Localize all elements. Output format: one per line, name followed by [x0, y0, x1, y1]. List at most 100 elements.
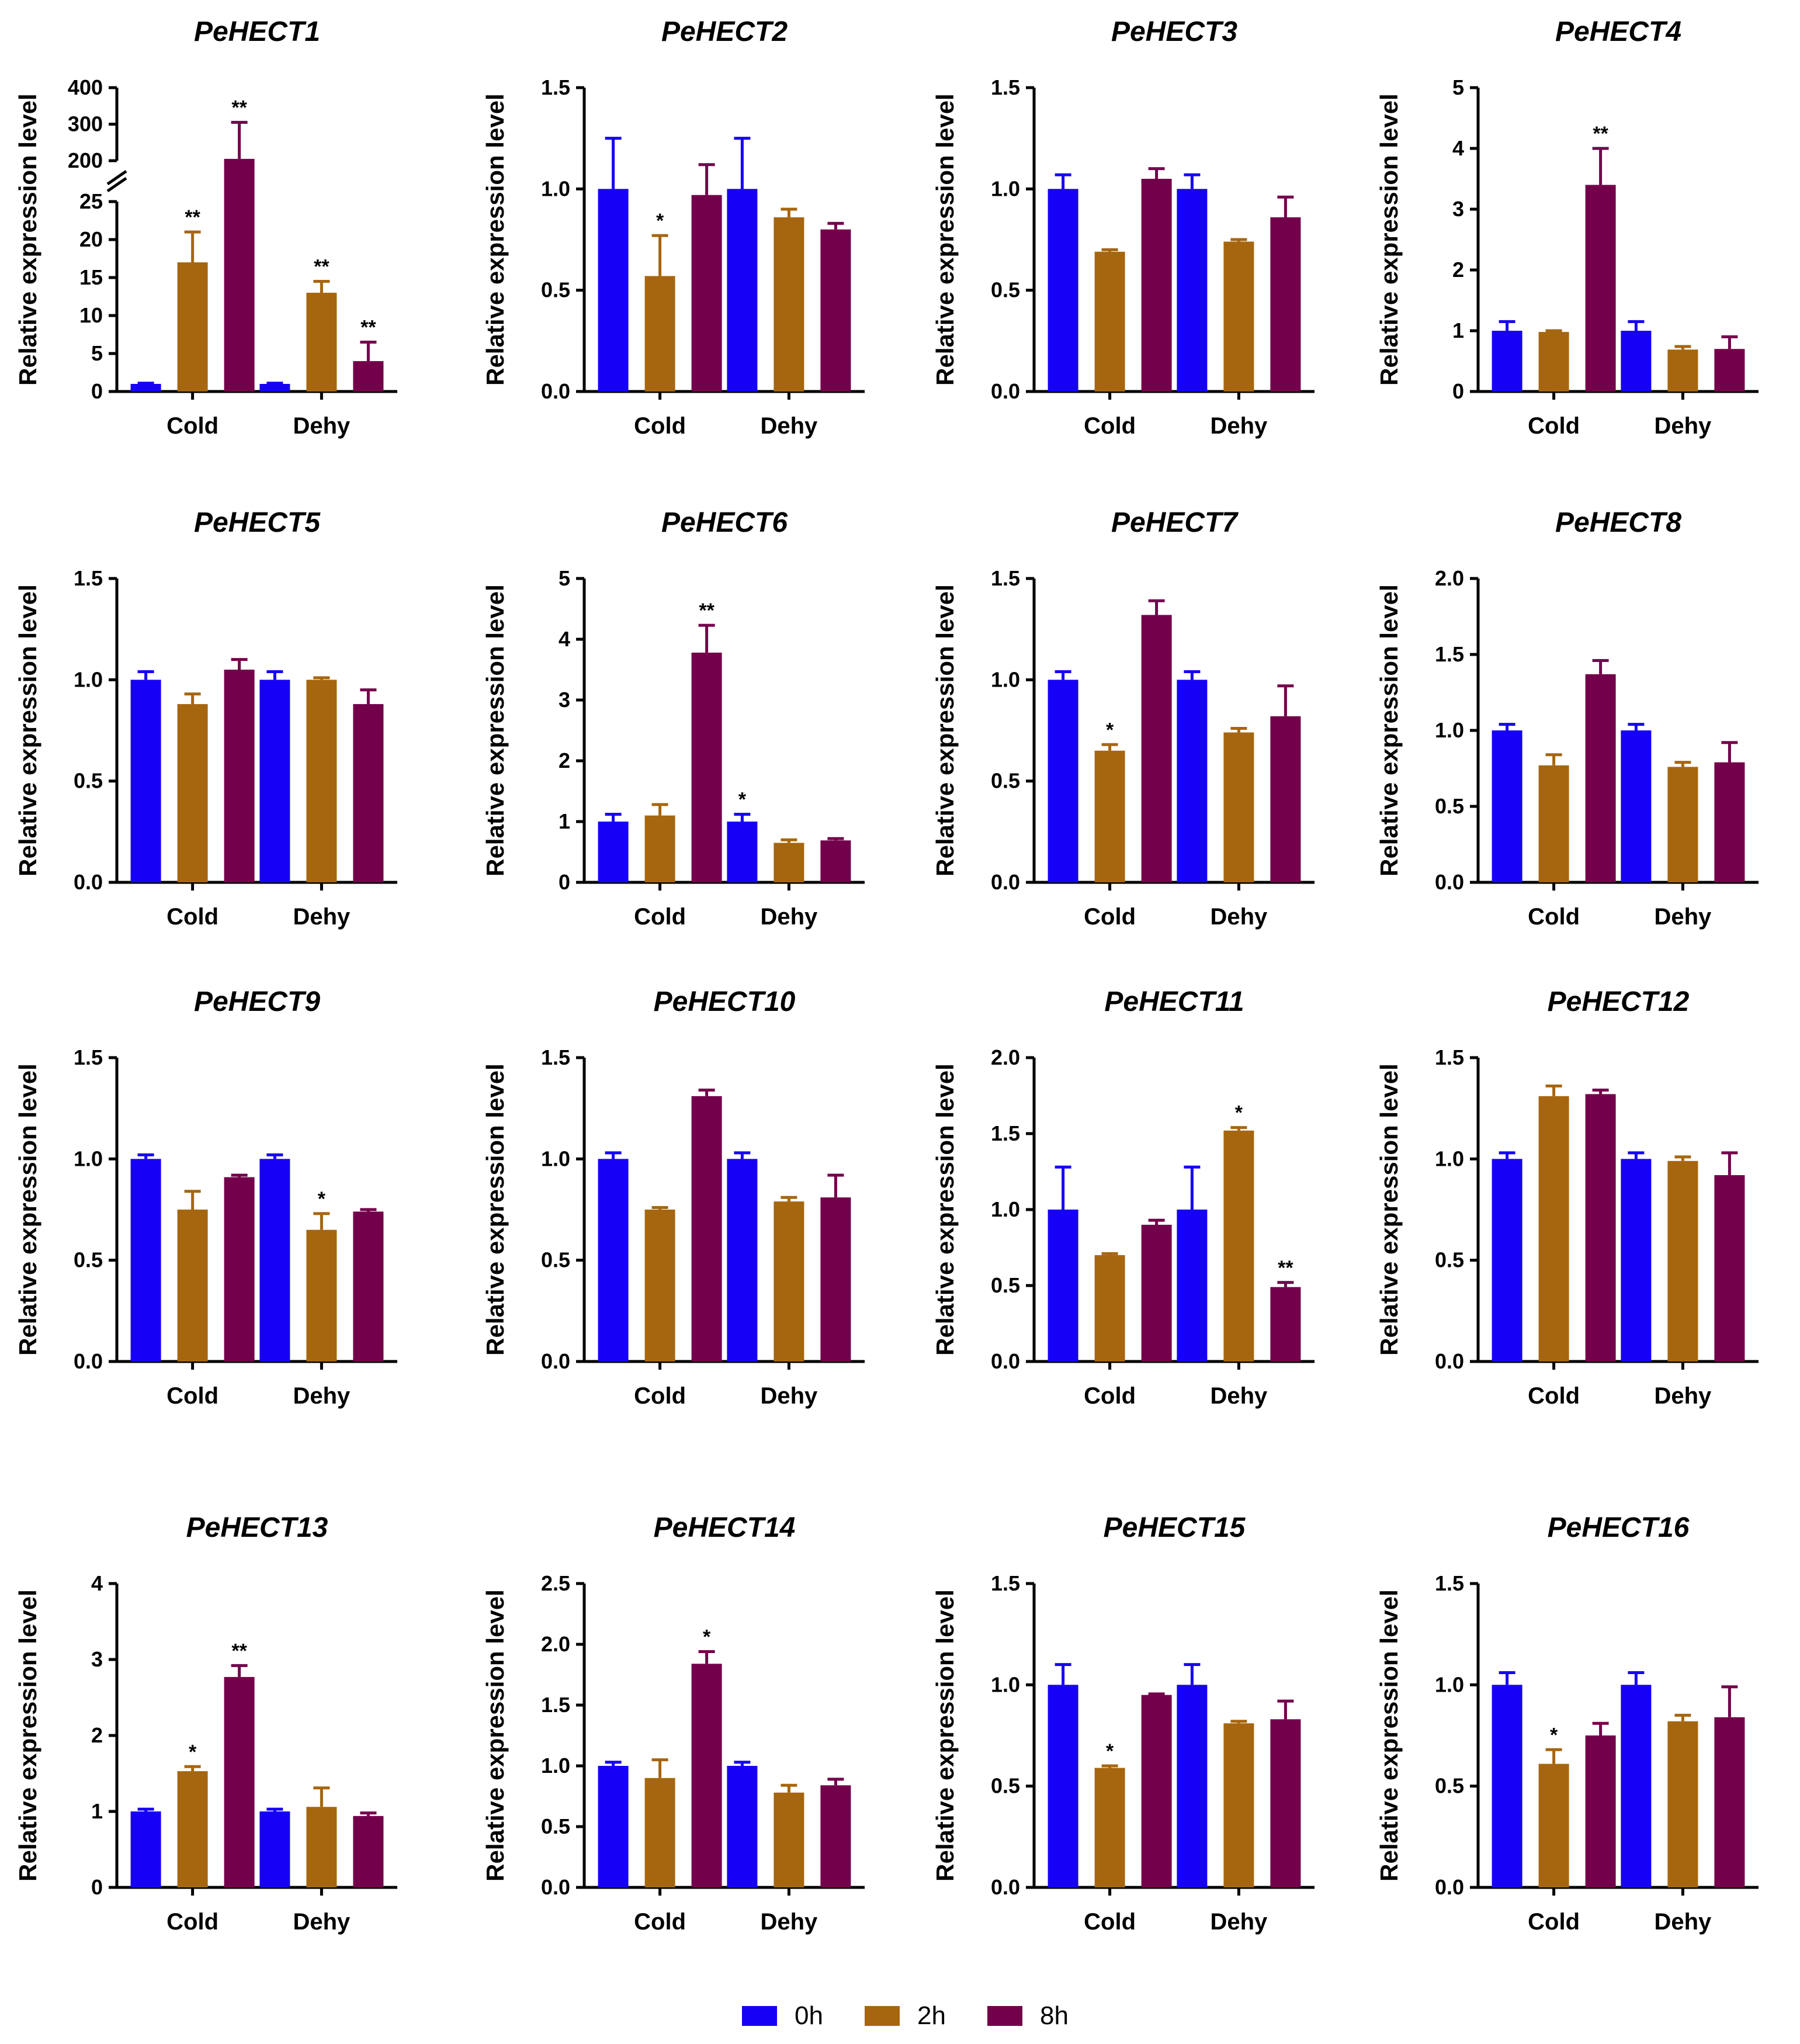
chart-title: PeHECT1 [194, 16, 320, 47]
x-tick-label-dehy: Dehy [760, 413, 818, 439]
bar-dehy-2h [306, 1229, 337, 1361]
x-tick-label-cold: Cold [1084, 1909, 1136, 1935]
x-tick-label-dehy: Dehy [1654, 413, 1712, 439]
y-tick-label: 1.0 [1435, 1146, 1464, 1170]
legend-label-0h: 0h [795, 2001, 823, 2030]
significance-mark: * [1106, 719, 1114, 741]
bar-cold-8h [224, 1676, 255, 1887]
bar-cold-0h [1492, 730, 1522, 882]
y-tick-label: 5 [1452, 75, 1464, 99]
chart-panel-pehect15: PeHECT15 Relative expression level 0.0 0.5 1… [917, 1496, 1350, 1963]
y-axis-title: Relative expression level [1375, 584, 1403, 877]
y-tick-label: 5 [559, 566, 570, 590]
x-tick-label-dehy: Dehy [293, 904, 351, 930]
bar-dehy-0h [1621, 730, 1652, 882]
y-tick-label: 2 [1452, 258, 1464, 282]
chart-panel-pehect7: PeHECT7 Relative expression level 0.0 0.5 1.… [917, 491, 1350, 958]
y-tick-label: 5 [91, 341, 103, 365]
chart-panel-pehect11: PeHECT11 Relative expression level 0.0 0.5 1… [917, 970, 1350, 1437]
bar-cold-8h [691, 652, 722, 882]
y-tick-label: 1.0 [1435, 718, 1464, 742]
x-tick-label-dehy: Dehy [1210, 413, 1268, 439]
y-axis-title: Relative expression level [481, 1063, 509, 1356]
chart-svg: PeHECT2 Relative expression level 0.0 0.5 1.… [481, 16, 865, 439]
chart-svg: PeHECT8 Relative expression level 0.0 0.5 1.… [1375, 507, 1759, 930]
y-tick-label: 3 [559, 688, 570, 712]
bar-cold-2h [1538, 765, 1569, 882]
bar-cold-0h [1492, 1685, 1522, 1887]
y-tick-label: 1.5 [74, 1045, 103, 1069]
y-axis-title: Relative expression level [1375, 1589, 1403, 1882]
bar-cold-2h [1094, 1255, 1125, 1361]
bar-dehy-0h [259, 1159, 290, 1361]
chart-svg: PeHECT9 Relative expression level 0.0 0.5 1.… [14, 986, 397, 1409]
x-tick-label-cold: Cold [167, 1383, 219, 1409]
y-axis-title: Relative expression level [1375, 1063, 1403, 1356]
bar-dehy-2h [306, 680, 337, 882]
bar-cold-8h [1141, 1225, 1172, 1361]
significance-mark: ** [1593, 123, 1608, 145]
bar-dehy-2h [774, 1792, 804, 1887]
y-tick-label: 1.5 [541, 1045, 570, 1069]
y-tick-label: 15 [79, 265, 103, 289]
bar-dehy-0h [259, 680, 290, 882]
y-tick-label: 0.0 [991, 379, 1020, 403]
legend-item-2h: 2h [865, 1998, 946, 2033]
x-tick-label-cold: Cold [1528, 904, 1580, 930]
bar-dehy-2h [774, 217, 804, 392]
axis-break-mark [106, 176, 127, 193]
bar-dehy-2h [1667, 1721, 1698, 1887]
significance-mark: ** [360, 317, 376, 339]
y-tick-label: 0.5 [1435, 1774, 1464, 1798]
x-tick-label-dehy: Dehy [293, 1383, 351, 1409]
y-tick-label: 1 [559, 809, 570, 833]
y-axis-title: Relative expression level [14, 1589, 41, 1882]
chart-title: PeHECT9 [194, 986, 320, 1017]
chart-svg: PeHECT16 Relative expression level 0.0 0.5 1… [1375, 1512, 1759, 1935]
x-tick-label-cold: Cold [167, 1909, 219, 1935]
bar-dehy-2h [306, 1807, 337, 1887]
bar-dehy-0h [727, 1159, 758, 1361]
chart-title: PeHECT15 [1104, 1512, 1246, 1543]
chart-title: PeHECT13 [186, 1512, 328, 1543]
bar-dehy-2h [1223, 1130, 1254, 1361]
bar-cold-8h [1585, 185, 1616, 392]
bar-dehy-8h [353, 704, 384, 882]
bar-dehy-8h [1714, 1175, 1745, 1361]
y-tick-label: 2.0 [1435, 566, 1464, 590]
chart-svg: PeHECT12 Relative expression level 0.0 0.5 1… [1375, 986, 1759, 1409]
y-axis-title: Relative expression level [14, 1063, 41, 1356]
bar-cold-0h [130, 384, 161, 392]
bar-cold-0h [1492, 331, 1522, 392]
y-axis-title: Relative expression level [481, 584, 509, 877]
y-tick-label: 0.0 [74, 870, 103, 894]
chart-svg: PeHECT13 Relative expression level 0 1 2 3 4 Co… [14, 1512, 397, 1935]
bar-dehy-2h [306, 293, 337, 392]
y-tick-label: 1 [1452, 318, 1464, 342]
bar-dehy-8h [1270, 217, 1301, 392]
significance-mark: ** [231, 96, 247, 119]
y-tick-label: 0.0 [1435, 870, 1464, 894]
y-tick-label: 200 [68, 148, 103, 172]
bar-cold-0h [598, 1159, 629, 1361]
legend: 0h 2h 8h [742, 1998, 1151, 2033]
chart-title: PeHECT14 [654, 1512, 796, 1543]
y-tick-label: 1.5 [74, 566, 103, 590]
bar-dehy-8h [1270, 716, 1301, 882]
chart-svg: PeHECT7 Relative expression level 0.0 0.5 1.… [931, 507, 1315, 930]
legend-label-8h: 8h [1040, 2001, 1069, 2030]
legend-item-0h: 0h [742, 1998, 823, 2033]
chart-title: PeHECT6 [661, 507, 788, 538]
y-tick-label: 1.5 [1435, 1045, 1464, 1069]
bar-dehy-0h [259, 384, 290, 392]
x-tick-label-dehy: Dehy [1654, 1383, 1712, 1409]
bar-dehy-2h [1223, 1723, 1254, 1887]
chart-title: PeHECT2 [661, 16, 788, 47]
bar-cold-2h [1094, 750, 1125, 882]
y-tick-label: 0.0 [541, 1875, 570, 1899]
y-tick-label: 10 [79, 303, 103, 327]
y-tick-label: 0 [91, 379, 103, 403]
x-tick-label-cold: Cold [167, 413, 219, 439]
x-tick-label-dehy: Dehy [293, 413, 351, 439]
x-tick-label-dehy: Dehy [293, 1909, 351, 1935]
